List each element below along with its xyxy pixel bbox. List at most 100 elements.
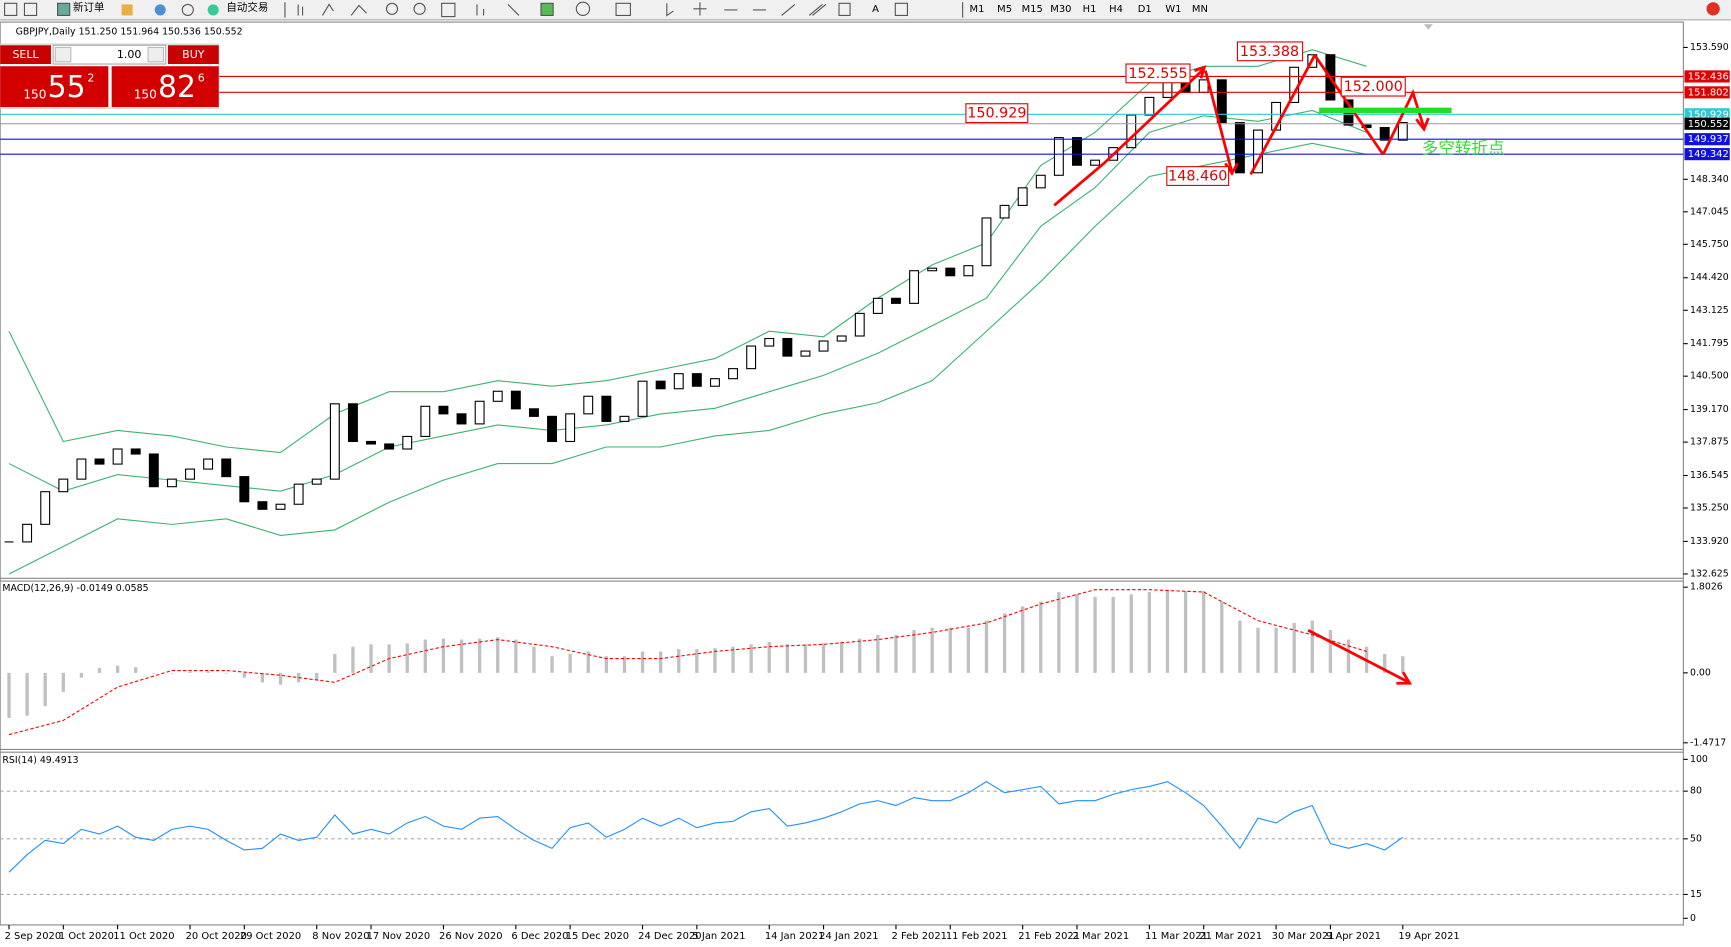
timeframe-button[interactable]: D1 [1138, 4, 1152, 15]
candle [185, 468, 195, 480]
timeframe-button[interactable]: H4 [1109, 4, 1123, 15]
macd-bar [369, 644, 373, 673]
bid-big: 150 [23, 87, 46, 101]
toolbar-icons [4, 1, 964, 18]
signal-line [8, 589, 1367, 736]
toolbar-button-label[interactable]: 自动交易 [226, 1, 268, 14]
macd-bar [1220, 601, 1224, 673]
bid-box[interactable] [0, 66, 109, 108]
macd-bar [405, 643, 409, 673]
y-tick-label: 145.750 [1690, 239, 1729, 250]
macd-bar [858, 638, 862, 673]
spin-down[interactable] [54, 46, 72, 63]
spin-up[interactable] [147, 46, 165, 63]
buy-button[interactable] [167, 45, 219, 65]
y-tick-label: 15 [1690, 889, 1702, 900]
candle [565, 413, 576, 443]
macd-bar [767, 641, 771, 673]
x-tick-label: 9 Apr 2021 [1326, 931, 1381, 942]
annotation-text: 150.929 [967, 106, 1026, 122]
macd-bar [568, 653, 572, 673]
candle [528, 408, 539, 417]
x-tick-label: 14 Jan 2021 [765, 931, 824, 942]
candle [366, 440, 376, 445]
lots-field[interactable] [52, 44, 167, 65]
macd-bar [1039, 601, 1043, 673]
candle [583, 395, 594, 415]
bollinger-middle [8, 109, 1367, 492]
macd-bar [351, 646, 355, 673]
lots-value[interactable]: 1.00 [117, 48, 142, 61]
y-tick-label: 148.340 [1690, 174, 1729, 185]
annotation: 153.388 [1236, 41, 1304, 62]
ask-big: 150 [134, 87, 157, 101]
x-tick-label: 5 Jan 2021 [692, 931, 745, 942]
x-tick-label: 26 Nov 2020 [439, 931, 503, 942]
timeframe-button[interactable]: M5 [997, 4, 1012, 15]
toolbar [0, 0, 1731, 20]
candle [474, 400, 485, 425]
candle [1234, 121, 1245, 174]
macd-bar [25, 672, 29, 716]
timeframe-button[interactable]: M30 [1050, 4, 1071, 15]
candle [94, 458, 105, 465]
x-tick-label: 21 Mar 2021 [1199, 931, 1262, 942]
candle [76, 458, 87, 480]
sell-label[interactable]: SELL [12, 48, 39, 61]
macd-bar [1310, 620, 1314, 673]
candle [166, 478, 177, 488]
candle [890, 297, 901, 304]
annotation: 152.555 [1125, 63, 1191, 84]
y-tick-label: 132.625 [1690, 568, 1729, 579]
y-tick-label: 143.125 [1690, 305, 1729, 316]
macd-bar [658, 651, 663, 673]
candle [945, 267, 956, 277]
timeframe-button[interactable]: M15 [1022, 4, 1043, 15]
x-tick-label: 30 Mar 2021 [1272, 931, 1335, 942]
ask-box[interactable] [111, 66, 219, 108]
y-tick-label: 144.420 [1690, 272, 1729, 283]
candle [746, 345, 757, 370]
timeframe-button[interactable]: W1 [1165, 4, 1181, 15]
macd-bar [803, 644, 808, 673]
buy-label[interactable]: BUY [182, 48, 205, 61]
sell-button[interactable] [0, 45, 51, 65]
macd-bar [586, 651, 590, 673]
candle [510, 390, 521, 410]
macd-bar [785, 644, 790, 673]
macd-bar [1057, 592, 1061, 673]
macd-bar [930, 627, 934, 673]
x-tick-label: 15 Dec 2020 [566, 931, 629, 942]
macd-bar [115, 665, 120, 673]
y-tick-label: 0.00 [1690, 667, 1711, 678]
timeframe-button[interactable]: M1 [970, 4, 985, 15]
y-tick-label: -1.4717 [1690, 737, 1726, 748]
macd-bar [966, 627, 971, 673]
macd-bar [731, 646, 735, 673]
macd-bar [695, 649, 699, 673]
x-tick-label: 17 Nov 2020 [367, 931, 431, 942]
macd-bar [441, 638, 446, 673]
macd-bar [1129, 594, 1133, 673]
candle [999, 204, 1010, 219]
toolbar-button-label[interactable]: 新订单 [73, 1, 104, 14]
macd-bar [1165, 589, 1170, 673]
timeframe-button[interactable]: MN [1192, 4, 1208, 15]
macd-bar [459, 639, 464, 673]
alert-icon[interactable] [1706, 2, 1720, 16]
candle [836, 335, 847, 342]
candle [963, 265, 974, 277]
macd-bar [604, 656, 608, 673]
macd-bar [1238, 620, 1242, 673]
candle [782, 337, 793, 357]
candle [854, 312, 865, 337]
candle [130, 448, 141, 455]
macd-bar [170, 672, 174, 674]
macd-bar [1111, 596, 1115, 673]
candle [601, 395, 612, 422]
plot-layer: GBPJPY,Daily 151.250 151.964 150.536 150… [0, 27, 1729, 942]
y-tick-label: 137.875 [1690, 437, 1729, 448]
toolbar-icon-text: A [872, 4, 879, 15]
timeframe-button[interactable]: H1 [1083, 4, 1097, 15]
x-tick-label: 19 Apr 2021 [1398, 931, 1459, 942]
